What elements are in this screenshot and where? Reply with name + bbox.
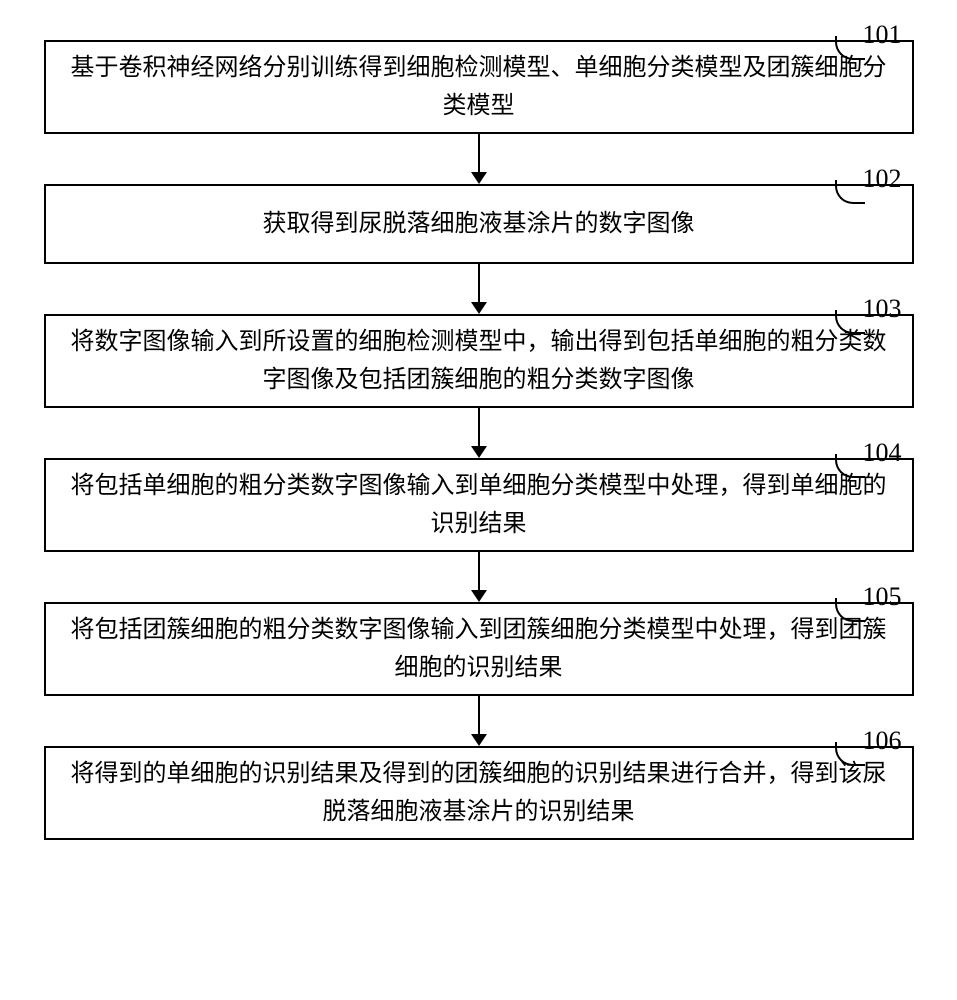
arrow-2 (471, 264, 487, 314)
arrow-4 (471, 552, 487, 602)
arrow-head-icon (471, 302, 487, 314)
arrow-head-icon (471, 734, 487, 746)
step-label-105: 105 (863, 576, 902, 618)
arrow-3 (471, 408, 487, 458)
arrow-head-icon (471, 172, 487, 184)
step-box-105: 105 将包括团簇细胞的粗分类数字图像输入到团簇细胞分类模型中处理，得到团簇细胞… (44, 602, 914, 696)
label-curve (835, 742, 865, 766)
step-label-container-101: 101 (835, 14, 902, 64)
arrow-line (478, 696, 480, 734)
step-label-106: 106 (863, 720, 902, 762)
arrow-line (478, 408, 480, 446)
step-box-103: 103 将数字图像输入到所设置的细胞检测模型中，输出得到包括单细胞的粗分类数字图… (44, 314, 914, 408)
step-box-104: 104 将包括单细胞的粗分类数字图像输入到单细胞分类模型中处理，得到单细胞的识别… (44, 458, 914, 552)
step-text-102: 获取得到尿脱落细胞液基涂片的数字图像 (263, 205, 695, 243)
step-text-104: 将包括单细胞的粗分类数字图像输入到单细胞分类模型中处理，得到单细胞的识别结果 (66, 467, 892, 544)
step-text-103: 将数字图像输入到所设置的细胞检测模型中，输出得到包括单细胞的粗分类数字图像及包括… (66, 323, 892, 400)
step-label-104: 104 (863, 432, 902, 474)
step-box-102: 102 获取得到尿脱落细胞液基涂片的数字图像 (44, 184, 914, 264)
flowchart-container: 101 基于卷积神经网络分别训练得到细胞检测模型、单细胞分类模型及团簇细胞分类模… (0, 40, 957, 840)
step-box-106: 106 将得到的单细胞的识别结果及得到的团簇细胞的识别结果进行合并，得到该尿脱落… (44, 746, 914, 840)
arrow-line (478, 134, 480, 172)
arrow-head-icon (471, 446, 487, 458)
step-box-101: 101 基于卷积神经网络分别训练得到细胞检测模型、单细胞分类模型及团簇细胞分类模… (44, 40, 914, 134)
step-label-103: 103 (863, 288, 902, 330)
arrow-line (478, 264, 480, 302)
arrow-5 (471, 696, 487, 746)
step-text-105: 将包括团簇细胞的粗分类数字图像输入到团簇细胞分类模型中处理，得到团簇细胞的识别结… (66, 611, 892, 688)
step-label-container-105: 105 (835, 576, 902, 626)
arrow-line (478, 552, 480, 590)
step-text-106: 将得到的单细胞的识别结果及得到的团簇细胞的识别结果进行合并，得到该尿脱落细胞液基… (66, 755, 892, 832)
step-label-container-104: 104 (835, 432, 902, 482)
step-text-101: 基于卷积神经网络分别训练得到细胞检测模型、单细胞分类模型及团簇细胞分类模型 (66, 49, 892, 126)
step-label-container-106: 106 (835, 720, 902, 770)
label-curve (835, 180, 865, 204)
arrow-1 (471, 134, 487, 184)
label-curve (835, 36, 865, 60)
step-label-102: 102 (863, 158, 902, 200)
step-label-101: 101 (863, 14, 902, 56)
label-curve (835, 310, 865, 334)
label-curve (835, 598, 865, 622)
arrow-head-icon (471, 590, 487, 602)
label-curve (835, 454, 865, 478)
step-label-container-103: 103 (835, 288, 902, 338)
step-label-container-102: 102 (835, 158, 902, 208)
